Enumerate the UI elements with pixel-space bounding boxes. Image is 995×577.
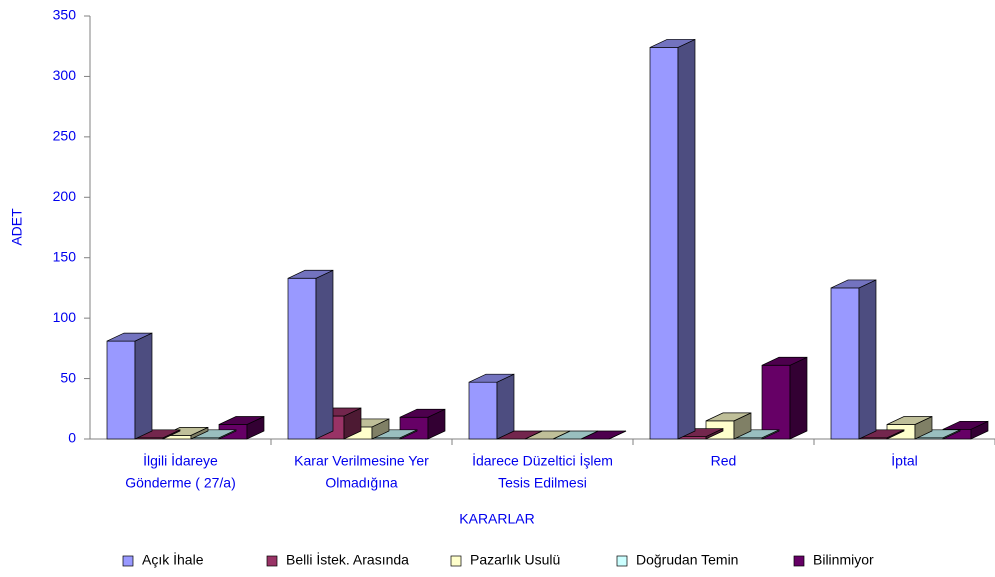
bar-side bbox=[496, 373, 515, 440]
y-tick-label: 0 bbox=[68, 430, 76, 446]
bar-side bbox=[858, 279, 877, 440]
legend-label: Doğrudan Temin bbox=[636, 552, 738, 568]
y-tick-label: 150 bbox=[53, 248, 77, 264]
bar-top bbox=[705, 412, 752, 422]
x-tick-label: Red bbox=[711, 453, 737, 469]
legend-label: Belli İstek. Arasında bbox=[286, 551, 409, 568]
x-axis-title: KARARLAR bbox=[459, 511, 534, 527]
bar-top bbox=[761, 356, 808, 366]
legend-label: Açık İhale bbox=[142, 551, 204, 568]
legend-swatch bbox=[450, 555, 462, 567]
bar bbox=[106, 332, 153, 440]
bar-side bbox=[315, 269, 334, 440]
bar-top bbox=[886, 416, 933, 425]
legend-label: Bilinmiyor bbox=[813, 552, 874, 568]
legend-swatch bbox=[122, 555, 134, 567]
legend-swatch bbox=[616, 555, 628, 567]
x-tick-label: İlgili İdareye bbox=[143, 452, 218, 469]
bar-top bbox=[287, 269, 334, 279]
bar-top bbox=[399, 408, 446, 418]
bar bbox=[858, 429, 905, 440]
bar bbox=[287, 269, 334, 440]
bar-front bbox=[468, 381, 498, 440]
y-tick-label: 200 bbox=[53, 188, 77, 204]
bar-front bbox=[649, 47, 679, 440]
legend-swatch bbox=[266, 555, 278, 567]
y-tick-label: 300 bbox=[53, 67, 77, 83]
bar bbox=[830, 279, 877, 440]
bar-side bbox=[677, 38, 696, 440]
y-tick-label: 350 bbox=[53, 7, 77, 23]
bar-top bbox=[106, 332, 153, 342]
legend-swatch bbox=[793, 555, 805, 567]
bar-top bbox=[649, 39, 696, 48]
bar-front bbox=[761, 364, 791, 440]
y-tick-label: 50 bbox=[60, 369, 76, 385]
bar bbox=[649, 38, 696, 440]
bar-side bbox=[789, 356, 808, 440]
x-tick-label: İptal bbox=[891, 452, 917, 469]
bar bbox=[468, 373, 515, 440]
bar-top bbox=[942, 420, 989, 430]
y-tick-label: 100 bbox=[53, 309, 77, 325]
bar-side bbox=[134, 332, 153, 440]
y-tick-label: 250 bbox=[53, 128, 77, 144]
bar-front bbox=[287, 277, 317, 440]
bar-top bbox=[218, 416, 265, 425]
x-tick-label: Olmadığına bbox=[325, 475, 398, 491]
bar bbox=[218, 415, 265, 440]
bar-front bbox=[830, 287, 860, 440]
legend-label: Pazarlık Usulü bbox=[470, 552, 560, 568]
bar-front bbox=[106, 340, 136, 440]
bar-top bbox=[468, 373, 515, 383]
bar bbox=[942, 420, 989, 440]
x-tick-label: İdarece Düzeltici İşlem bbox=[472, 452, 613, 469]
bar bbox=[190, 429, 237, 440]
x-tick-label: Gönderme ( 27/a) bbox=[125, 475, 236, 491]
y-axis-title: ADET bbox=[9, 208, 25, 246]
bar bbox=[761, 356, 808, 440]
x-tick-label: Tesis Edilmesi bbox=[498, 475, 587, 491]
bar-top bbox=[830, 279, 877, 289]
x-tick-label: Karar Verilmesine Yer bbox=[294, 453, 429, 469]
